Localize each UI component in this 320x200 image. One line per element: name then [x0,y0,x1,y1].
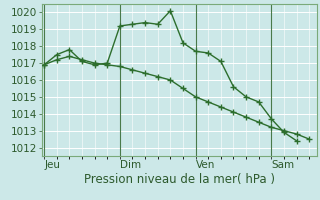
X-axis label: Pression niveau de la mer( hPa ): Pression niveau de la mer( hPa ) [84,173,275,186]
